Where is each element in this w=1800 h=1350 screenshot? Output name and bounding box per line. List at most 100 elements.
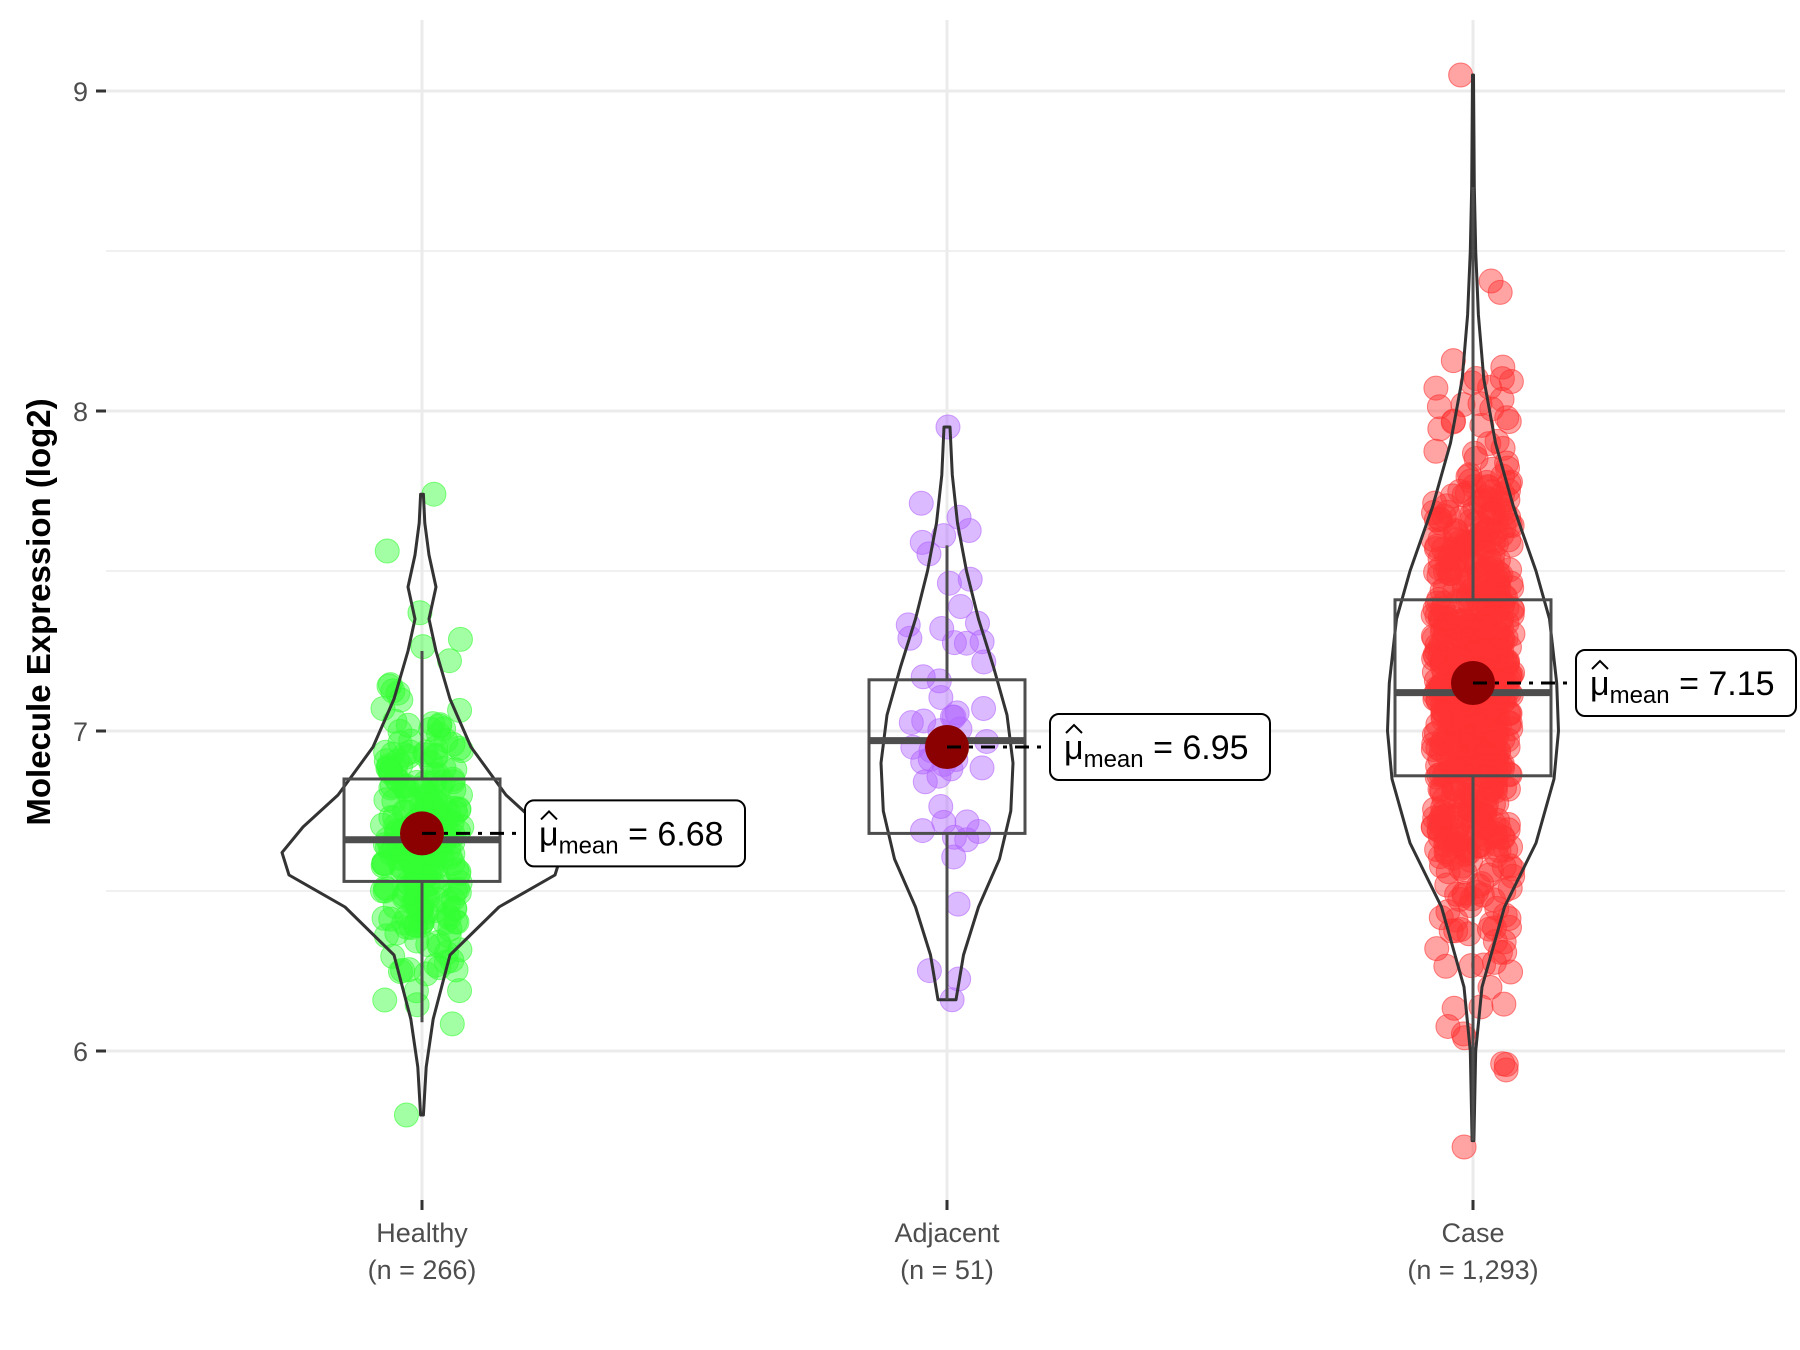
mean-label-box — [1575, 649, 1797, 717]
data-point — [1497, 853, 1523, 879]
data-point — [433, 728, 459, 754]
y-axis-title: Molecule Expression (log2) — [20, 398, 57, 825]
violin-outline — [1386, 73, 1560, 1143]
y-tick-label: 8 — [73, 397, 88, 427]
data-point — [373, 739, 399, 765]
mean-symbol: μ — [1064, 729, 1084, 767]
data-point — [1477, 487, 1503, 513]
data-point — [1498, 369, 1524, 395]
data-point — [1440, 348, 1466, 374]
data-point — [427, 712, 453, 738]
data-point — [936, 570, 962, 596]
box — [867, 678, 1027, 835]
data-point — [1435, 742, 1461, 768]
x-tick-label: Adjacent — [894, 1218, 1000, 1248]
data-point — [1464, 553, 1490, 579]
data-point — [1461, 734, 1487, 760]
data-point — [1466, 617, 1492, 643]
mean-value: = 6.68 — [619, 815, 724, 853]
data-point — [1482, 778, 1508, 804]
data-point — [1448, 62, 1474, 88]
box — [1393, 598, 1553, 778]
y-axis: 6 7 8 9 — [73, 77, 106, 1067]
data-point — [1489, 522, 1515, 548]
data-point — [423, 744, 449, 770]
data-point — [941, 844, 967, 870]
mean-value: = 7.15 — [1670, 665, 1775, 703]
data-point — [1475, 473, 1501, 499]
data-point — [430, 769, 456, 795]
data-point — [928, 685, 954, 711]
data-point — [432, 910, 458, 936]
data-point — [1499, 602, 1525, 628]
mean-value: = 6.95 — [1144, 729, 1249, 767]
data-point — [1455, 628, 1481, 654]
data-point — [1491, 991, 1517, 1017]
data-point — [1477, 501, 1503, 527]
mean-label: μmean = 6.95 — [1064, 729, 1249, 773]
data-point — [439, 1011, 465, 1037]
data-point — [445, 876, 471, 902]
hat-icon — [1591, 659, 1609, 670]
data-point — [1433, 953, 1459, 979]
data-point — [1423, 559, 1449, 585]
data-point — [1465, 805, 1491, 831]
data-point — [407, 913, 433, 939]
mean-label-box — [524, 799, 746, 868]
data-point — [1421, 722, 1447, 748]
data-point — [1496, 527, 1522, 553]
data-point — [1498, 570, 1524, 596]
data-point — [908, 490, 934, 516]
data-point — [447, 782, 473, 808]
data-point — [1423, 375, 1449, 401]
y-tick-label: 9 — [73, 77, 88, 107]
data-point — [394, 904, 420, 930]
violin-outline — [879, 425, 1015, 1002]
data-point — [1493, 1052, 1519, 1078]
data-point — [1475, 517, 1501, 543]
mean-subscript: mean — [1610, 682, 1670, 709]
data-point — [910, 818, 936, 844]
data-point — [948, 594, 974, 620]
data-point — [1427, 813, 1453, 839]
data-point — [447, 978, 473, 1004]
data-point — [1498, 834, 1524, 860]
data-point — [945, 891, 971, 917]
data-point — [1478, 268, 1504, 294]
mean-symbol: μ — [1590, 665, 1610, 703]
data-point — [1422, 596, 1448, 622]
data-point — [1490, 354, 1516, 380]
data-point — [373, 787, 399, 813]
mean-label-box — [1049, 713, 1271, 781]
data-point — [1428, 632, 1454, 658]
data-point — [912, 769, 938, 795]
data-point — [1496, 408, 1522, 434]
data-point — [436, 905, 462, 931]
data-point — [1440, 784, 1466, 810]
data-point — [971, 695, 997, 721]
data-point — [412, 742, 438, 768]
data-point — [1479, 549, 1505, 575]
data-point — [931, 809, 957, 835]
data-point — [910, 664, 936, 690]
data-point — [916, 958, 942, 984]
x-tick-count-label: (n = 266) — [368, 1255, 477, 1285]
hat-icon — [1065, 723, 1083, 734]
data-point — [1432, 606, 1458, 632]
x-axis: Healthy (n = 266) Adjacent (n = 51) Case (n =… — [368, 1200, 1539, 1285]
group-healthy: μmean = 6.68 — [280, 481, 746, 1128]
data-point — [440, 769, 466, 795]
data-point — [1490, 435, 1516, 461]
mean-subscript: mean — [1084, 746, 1144, 773]
data-point — [1480, 497, 1506, 523]
data-point — [969, 755, 995, 781]
x-tick-count-label: (n = 1,293) — [1407, 1255, 1538, 1285]
data-point — [371, 905, 397, 931]
group-adjacent: μmean = 6.95 — [867, 414, 1271, 1013]
data-point — [1478, 857, 1504, 883]
data-point — [1433, 827, 1459, 853]
x-tick-label: Healthy — [376, 1218, 468, 1248]
data-point — [374, 876, 400, 902]
